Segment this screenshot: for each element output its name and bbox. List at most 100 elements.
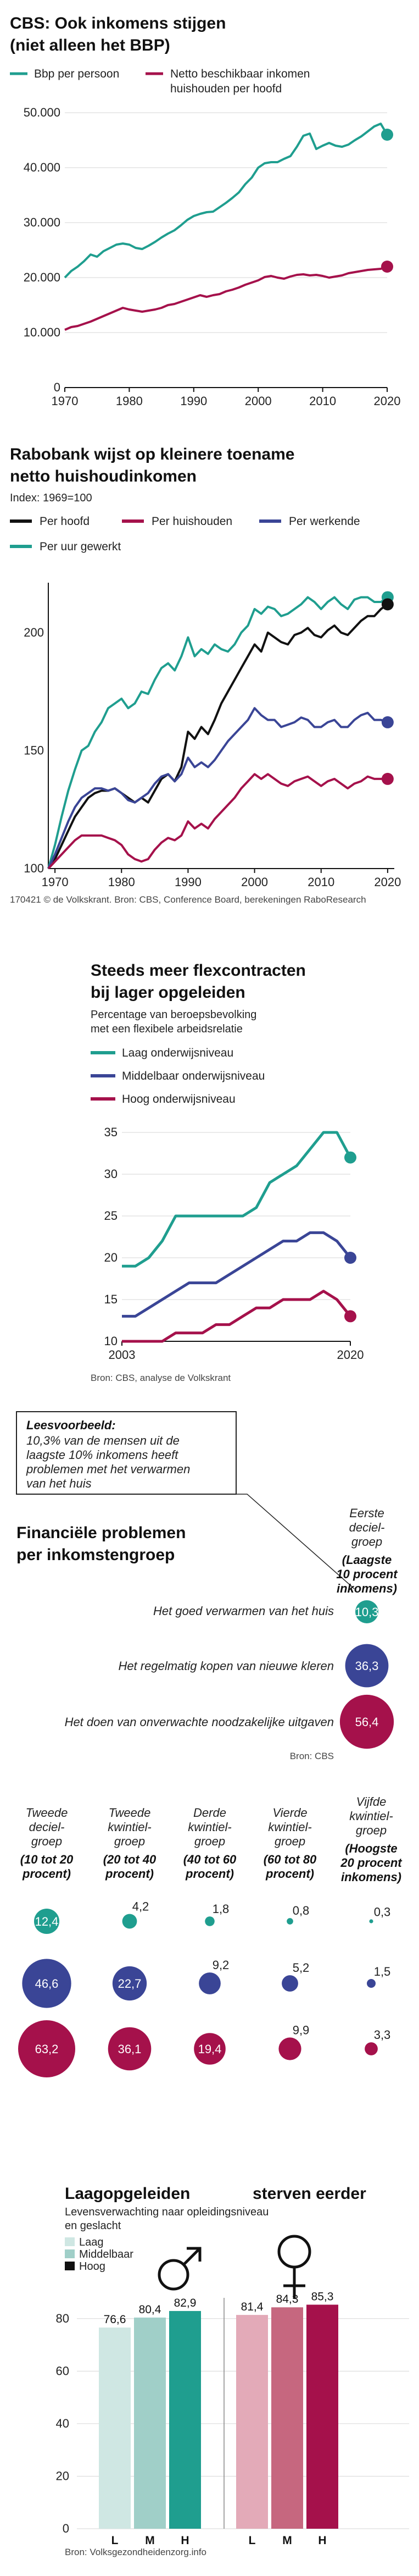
group-1-bold-2: procent) bbox=[22, 1867, 71, 1881]
bubble bbox=[369, 1919, 373, 1923]
chart2-index-note: Index: 1969=100 bbox=[10, 492, 92, 504]
chart1-legend-label-1: Bbp per persoon bbox=[34, 68, 119, 80]
bar bbox=[271, 2307, 303, 2529]
x-tick-label: 2010 bbox=[308, 875, 334, 889]
bar-value-label: 84,3 bbox=[276, 2293, 299, 2306]
bubble bbox=[287, 1918, 293, 1925]
series-line-2 bbox=[122, 1231, 351, 1318]
legend-swatch-laag bbox=[65, 2237, 75, 2246]
chart4-subtitle: per inkomstengroep bbox=[16, 1546, 175, 1564]
bubble-value-label: 36,3 bbox=[355, 1659, 379, 1673]
chart2-source: 170421 © de Volkskrant. Bron: CBS, Confe… bbox=[10, 894, 366, 905]
chart4-title: Financiële problemen bbox=[16, 1524, 186, 1542]
bubble-value-label: 19,4 bbox=[198, 2042, 222, 2056]
bubble bbox=[278, 2037, 301, 2060]
bubble-value-label: 9,2 bbox=[213, 1958, 230, 1972]
chart3-legend-label-3: Hoog onderwijsniveau bbox=[122, 1093, 236, 1105]
chart1-subtitle: (niet alleen het BBP) bbox=[10, 36, 170, 54]
bubble-value-label: 46,6 bbox=[35, 1977, 59, 1991]
group-bubbles: 12,4 46,6 63,2 4,2 22,7 36,1 1,8 9,2 19,4 0,8 5,2 9… bbox=[18, 1900, 390, 2077]
series-line-1 bbox=[64, 123, 388, 279]
group-1-bold-1: (10 tot 20 bbox=[20, 1853, 74, 1866]
chart3-title: Steeds meer flexcontracten bbox=[91, 961, 306, 980]
group-5-bold-1: (Hoogste bbox=[345, 1842, 397, 1855]
bar-category-label: H bbox=[318, 2534, 326, 2547]
group-3-line-3: groep bbox=[194, 1834, 225, 1848]
y-tick-label: 60 bbox=[56, 2364, 69, 2378]
series-line-3 bbox=[47, 707, 388, 869]
chart2-plot: 100 150 200 1970 1980 1990 2000 2010 2020 bbox=[24, 583, 401, 889]
group-2-line-1: Tweede bbox=[109, 1806, 151, 1820]
first-group-line-1: Eerste bbox=[349, 1506, 384, 1520]
chart3-plot: 10 15 20 25 30 35 2003 2020 bbox=[104, 1125, 364, 1362]
chart2-legend-label-1: Per hoofd bbox=[40, 515, 90, 528]
bubble-value-label: 1,5 bbox=[374, 1965, 391, 1978]
first-group-bold-2: 10 procent bbox=[336, 1567, 398, 1581]
bar-category-label: M bbox=[145, 2534, 155, 2547]
chart2-subtitle: netto huishoudinkomen bbox=[10, 467, 197, 485]
bubble-value-label: 10,3 bbox=[355, 1605, 379, 1619]
bubble bbox=[18, 2020, 75, 2077]
chart5-subtitle-1: Levensverwachting naar opleidingsniveau bbox=[65, 2206, 269, 2218]
series-endpoint-2 bbox=[381, 598, 394, 611]
chart-financiele-problemen: Leesvoorbeeld: 10,3% van de mensen uit d… bbox=[16, 1411, 403, 2077]
chart3-note-1: Percentage van beroepsbevolking bbox=[91, 1009, 256, 1021]
y-tick-label: 0 bbox=[63, 2522, 69, 2535]
bar bbox=[99, 2328, 131, 2529]
legend-label-laag: Laag bbox=[79, 2236, 104, 2248]
first-group-header: Eerste deciel- groep (Laagste 10 procent… bbox=[336, 1506, 398, 1595]
bar-category-label: L bbox=[249, 2534, 256, 2547]
y-tick-label: 150 bbox=[24, 743, 44, 757]
group-4-line-3: groep bbox=[275, 1834, 305, 1848]
group-2-line-2: kwintiel- bbox=[108, 1820, 151, 1834]
y-tick-label: 20.000 bbox=[24, 270, 60, 284]
bar-category-label: M bbox=[282, 2534, 292, 2547]
bubble-value-label: 5,2 bbox=[293, 1961, 310, 1975]
read-example-heading: Leesvoorbeeld: bbox=[26, 1418, 116, 1432]
bubble-value-label: 9,9 bbox=[293, 2023, 310, 2037]
bubble bbox=[122, 1914, 137, 1929]
bubble-value-label: 1,8 bbox=[213, 1902, 230, 1916]
read-example-line-3: problemen met het verwarmen bbox=[26, 1462, 190, 1476]
y-tick-label: 100 bbox=[24, 861, 44, 875]
series-line-2 bbox=[64, 266, 388, 331]
bubble-value-label: 22,7 bbox=[118, 1977, 142, 1991]
chart-bbp-inkomen: CBS: Ook inkomens stijgen (niet alleen h… bbox=[10, 14, 401, 408]
row-label-kleren: Het regelmatig kopen van nieuwe kleren bbox=[118, 1659, 334, 1673]
x-tick-label: 2020 bbox=[337, 1348, 364, 1362]
x-tick-label: 2020 bbox=[374, 394, 401, 408]
chart-rabobank-index: Rabobank wijst op kleinere toename netto… bbox=[10, 445, 401, 905]
chart5-plot: 0 20 40 60 80 76,6 L 80,4 M 82,9 H 81,4 L 84,3 M 85,3 H bbox=[56, 2290, 409, 2547]
male-symbol-icon bbox=[158, 2247, 202, 2291]
first-group-bubbles: 10,3 36,3 56,4 bbox=[339, 1600, 394, 1749]
read-example-box bbox=[16, 1411, 237, 1495]
series-endpoint-3 bbox=[381, 716, 394, 728]
bubble-value-label: 0,8 bbox=[293, 1904, 310, 1917]
bar-value-label: 80,4 bbox=[139, 2303, 161, 2316]
bubble-value-label: 3,3 bbox=[374, 2028, 391, 2042]
chart3-source: Bron: CBS, analyse de Volkskrant bbox=[91, 1373, 231, 1383]
group-5-bold-2: 20 procent bbox=[340, 1856, 403, 1870]
group-3-line-1: Derde bbox=[193, 1806, 226, 1820]
first-group-line-2: deciel- bbox=[349, 1521, 385, 1534]
read-example-line-1: 10,3% van de mensen uit de bbox=[26, 1434, 180, 1447]
group-5-line-1: Vijfde bbox=[356, 1795, 387, 1809]
bubble-first-group bbox=[355, 1600, 378, 1623]
legend-label-hoog: Hoog bbox=[79, 2260, 105, 2273]
x-tick-label: 1970 bbox=[42, 875, 69, 889]
legend-swatch-hoog bbox=[65, 2262, 75, 2270]
first-group-line-3: groep bbox=[351, 1535, 382, 1549]
chart3-legend-label-2: Middelbaar onderwijsniveau bbox=[122, 1070, 265, 1082]
series-line-2 bbox=[47, 603, 389, 870]
chart5-title-left: Laagopgeleiden bbox=[65, 2185, 190, 2203]
chart2-legend-label-4: Per uur gewerkt bbox=[40, 540, 121, 553]
row-label-verwarmen: Het goed verwarmen van het huis bbox=[153, 1604, 334, 1618]
x-tick-label: 2003 bbox=[109, 1348, 136, 1362]
group-5-bold-3: inkomens) bbox=[341, 1870, 401, 1884]
legend-swatch-middelbaar bbox=[65, 2249, 75, 2258]
y-tick-label: 35 bbox=[104, 1125, 118, 1139]
x-tick-label: 1990 bbox=[180, 394, 207, 408]
y-tick-label: 30 bbox=[104, 1167, 118, 1181]
read-example-pointer bbox=[220, 1494, 355, 1589]
